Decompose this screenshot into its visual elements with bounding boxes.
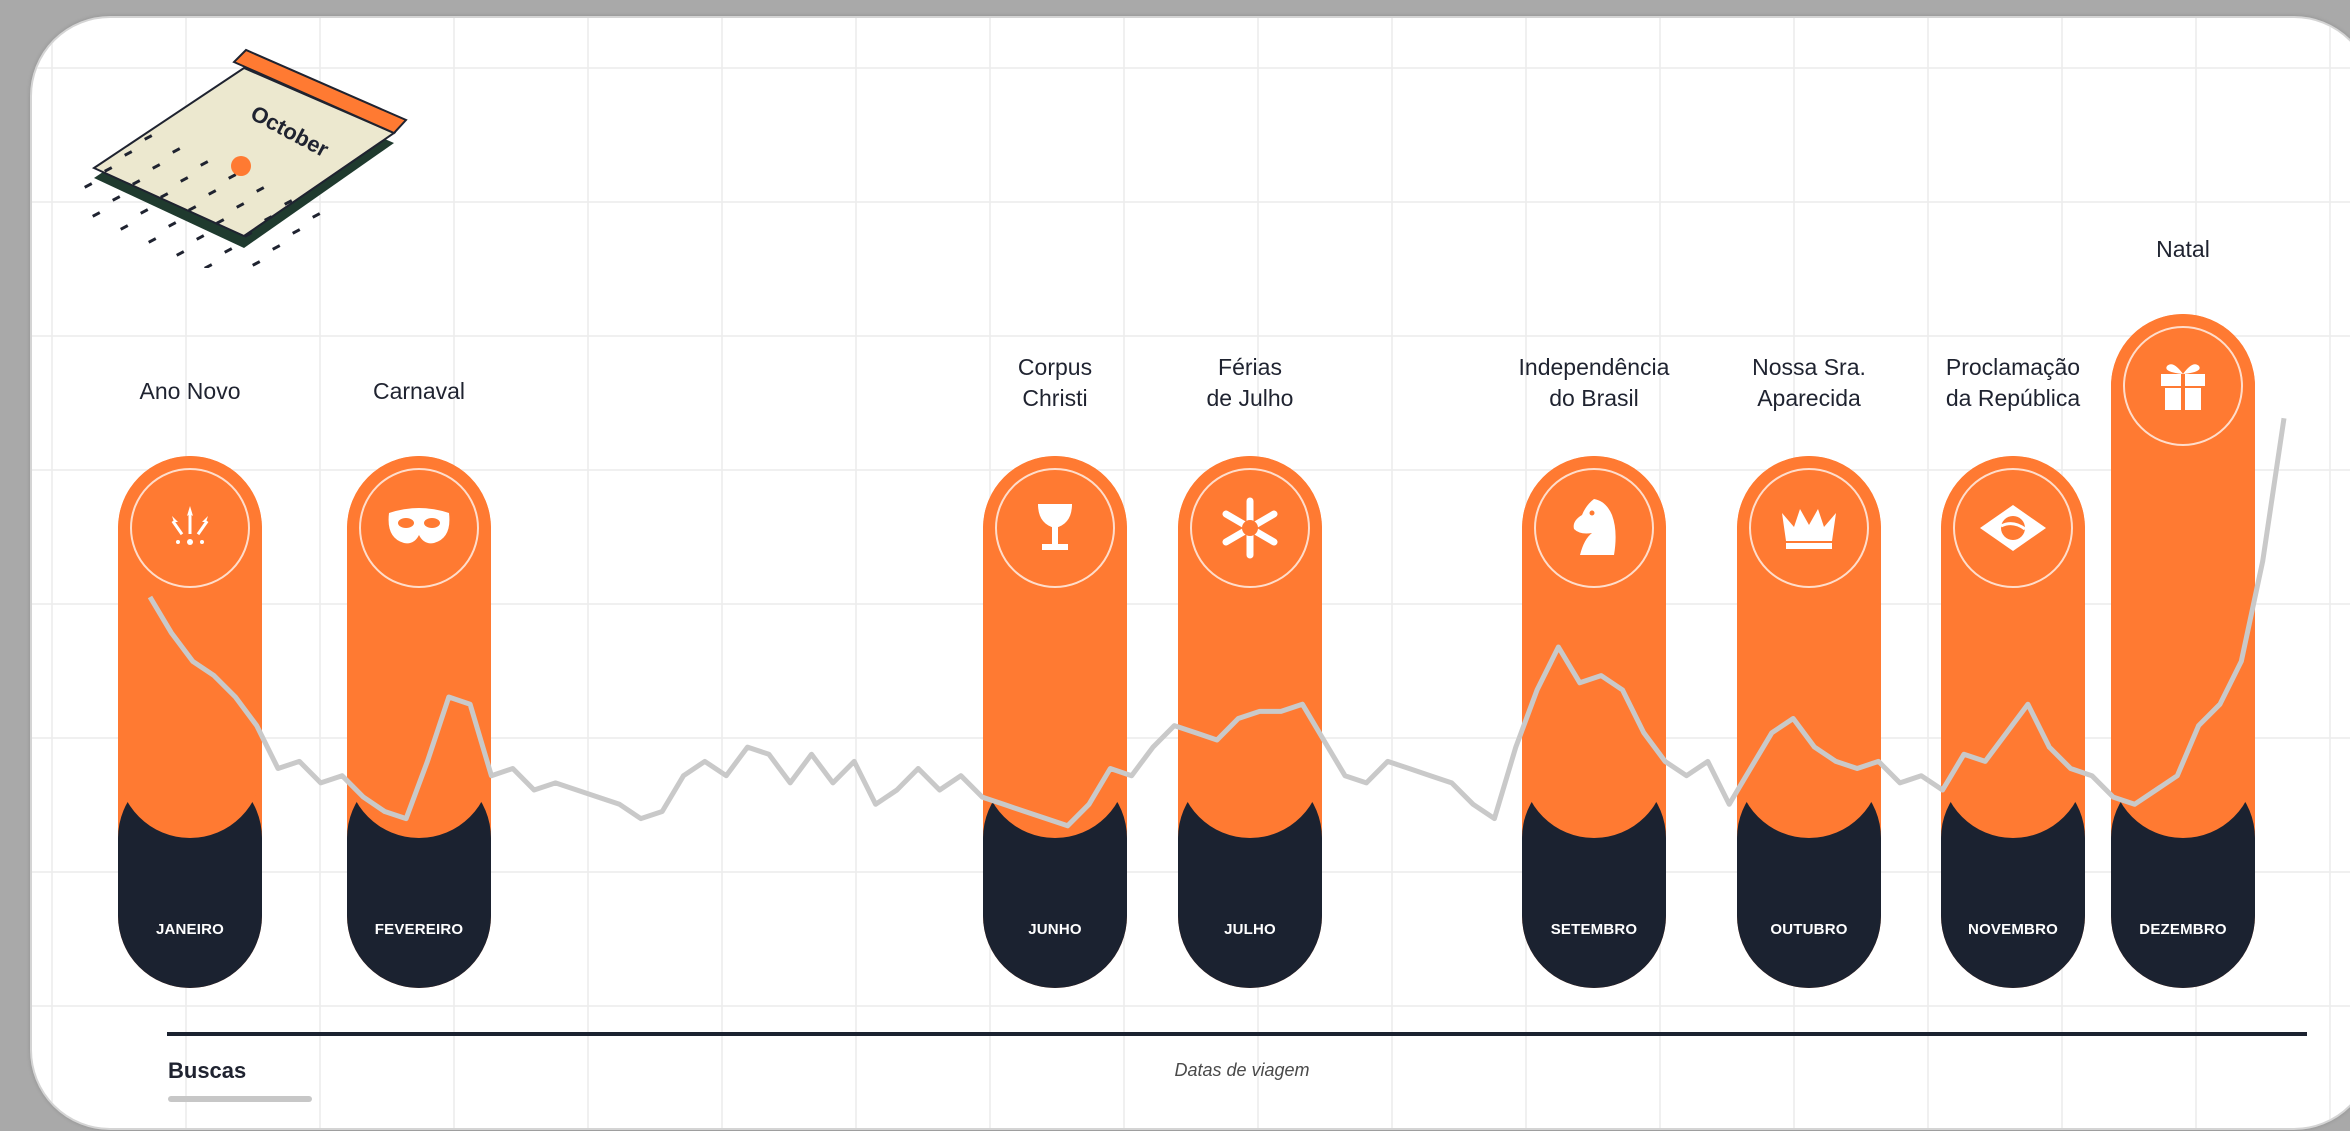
event-label-line2: da República [1945, 385, 2081, 411]
chart-card: October JANEIRO Ano Novo FEVEREIRO Carnaval… [30, 16, 2350, 1130]
event-label-line1: Independência [1518, 354, 1670, 380]
legend-swatch [168, 1096, 312, 1102]
gift-icon [2123, 326, 2243, 446]
event-label: Nossa Sra. Aparecida [1689, 352, 1929, 414]
calendar-day [216, 218, 225, 225]
month-label: JUNHO [1028, 921, 1082, 938]
calendar-day [204, 263, 213, 268]
event-pill-dezembro: DEZEMBRO [2111, 314, 2255, 988]
calendar-day [228, 173, 237, 180]
calendar-day [103, 166, 113, 173]
calendar-day [200, 160, 209, 167]
snowflake-icon [1190, 468, 1310, 588]
series-line-buscas [147, 417, 2287, 829]
calendar-day [196, 234, 205, 241]
calendar-day [168, 221, 177, 228]
event-label-line2: Natal [2156, 236, 2210, 262]
crown-icon [1749, 468, 1869, 588]
calendar-day [180, 176, 189, 183]
calendar-day [272, 244, 281, 251]
month-label: FEVEREIRO [374, 921, 464, 938]
event-pill-junho: JUNHO [983, 456, 1127, 988]
calendar-day [160, 192, 169, 199]
calendar-highlight-day [231, 156, 251, 176]
chart-area [147, 417, 2287, 829]
x-axis-line [167, 1032, 2307, 1036]
calendar-illustration: October [84, 48, 408, 268]
event-label: Independência do Brasil [1474, 352, 1714, 414]
calendar-day [119, 224, 129, 231]
calendar-day [111, 195, 121, 202]
calendar-day [244, 231, 253, 238]
event-label-line2: do Brasil [1549, 385, 1639, 411]
calendar-day [236, 202, 245, 209]
month-label: JULHO [1224, 921, 1276, 938]
horse-icon [1534, 468, 1654, 588]
event-label-line2: Ano Novo [139, 378, 241, 404]
chalice-icon [995, 468, 1115, 588]
event-label: Ano Novo [70, 376, 310, 407]
calendar-day [188, 205, 197, 212]
event-label: Férias de Julho [1130, 352, 1370, 414]
event-label-line1: Proclamação [1945, 354, 2081, 380]
month-label: SETEMBRO [1550, 921, 1638, 938]
brazil-flag-icon [1953, 468, 2073, 588]
fireworks-icon [130, 468, 250, 588]
calendar-day [208, 189, 217, 196]
event-pill-outubro: OUTUBRO [1737, 456, 1881, 988]
calendar-day [123, 150, 133, 157]
x-axis-label: Datas de viagem [1174, 1060, 1310, 1080]
mask-icon [359, 468, 479, 588]
month-label: NOVEMBRO [1968, 921, 2058, 938]
month-label: JANEIRO [155, 921, 225, 938]
event-label: Natal [2063, 234, 2303, 265]
event-label: Corpus Christi [935, 352, 1175, 414]
calendar-day [140, 208, 149, 215]
calendar-day [224, 247, 233, 254]
event-label-line2: Aparecida [1757, 385, 1861, 411]
calendar-day [152, 163, 161, 170]
event-pill-janeiro: JANEIRO [118, 456, 262, 988]
calendar-days [84, 134, 321, 268]
event-label-line2: de Julho [1206, 385, 1294, 411]
calendar-day [144, 134, 153, 141]
calendar-day [264, 215, 273, 222]
event-label-line1: Nossa Sra. [1752, 354, 1866, 380]
event-label-line2: Carnaval [372, 378, 466, 404]
event-label: Carnaval [299, 376, 539, 407]
event-label-line1: Corpus [1017, 354, 1093, 380]
event-label-line2: Christi [1022, 385, 1088, 411]
calendar-day [176, 250, 185, 257]
calendar-day [132, 179, 141, 186]
calendar-day [172, 147, 181, 154]
event-label-line1: Férias [1218, 354, 1282, 380]
calendar-day [148, 237, 157, 244]
event-pill-setembro: SETEMBRO [1522, 456, 1666, 988]
month-label: DEZEMBRO [2139, 921, 2227, 938]
month-label: OUTUBRO [1770, 921, 1848, 938]
calendar-day [284, 199, 293, 206]
calendar-day [292, 228, 301, 235]
calendar-day [252, 260, 261, 267]
event-label: Proclamação da República [1893, 352, 2133, 414]
event-pill-novembro: NOVEMBRO [1941, 456, 2085, 988]
event-pill-julho: JULHO [1178, 456, 1322, 988]
calendar-day [92, 211, 101, 218]
calendar-day [84, 182, 93, 189]
calendar-day [256, 186, 265, 193]
calendar-day [312, 212, 321, 219]
legend-label: Buscas [168, 1058, 247, 1083]
